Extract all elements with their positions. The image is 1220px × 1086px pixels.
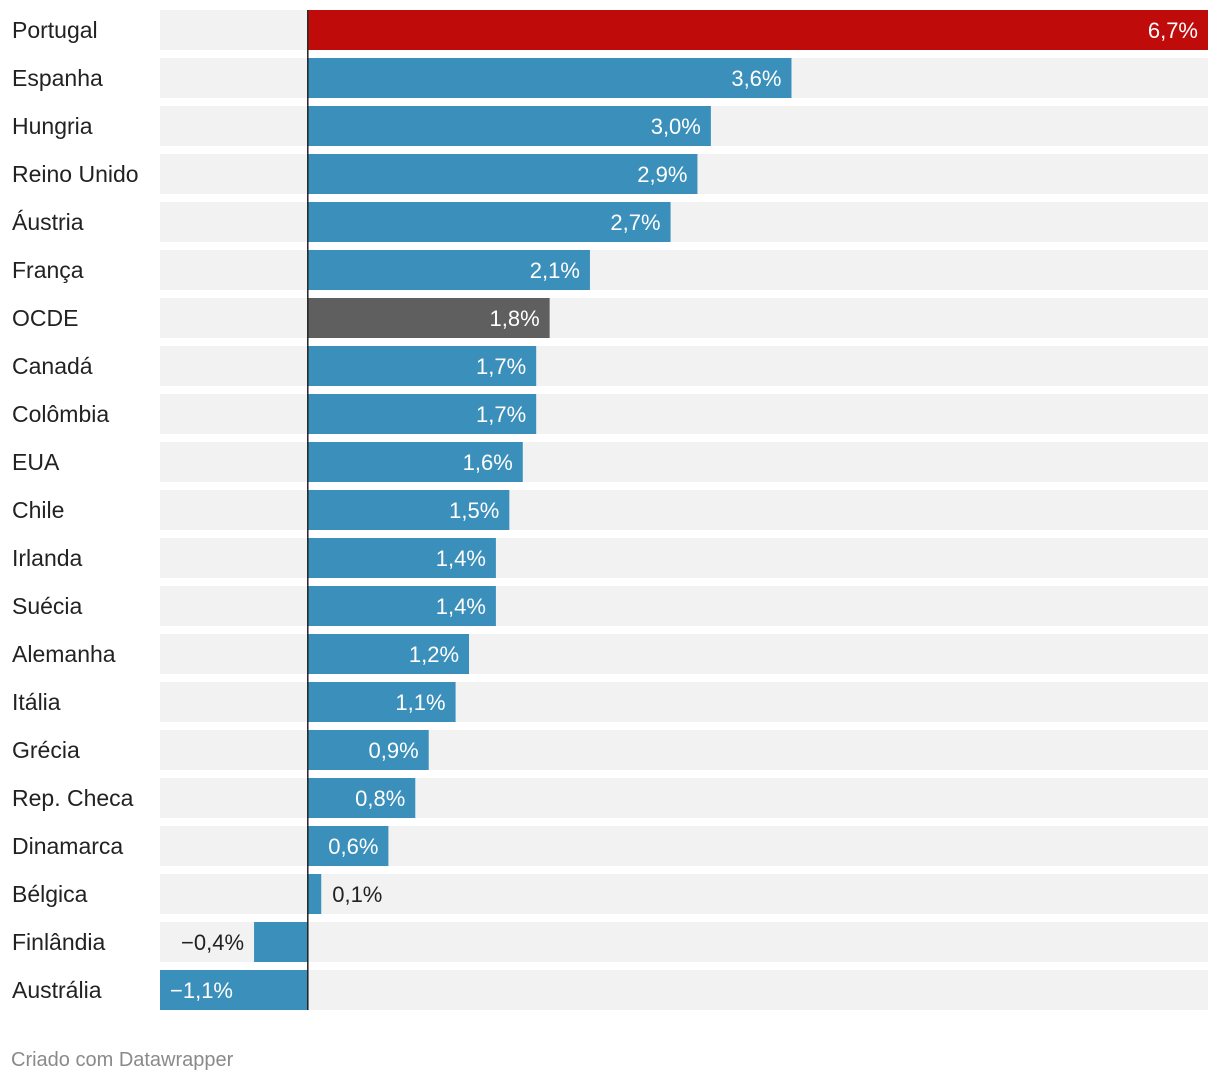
value-label-colombia: 1,7%	[476, 402, 526, 427]
value-label-grecia: 0,9%	[369, 738, 419, 763]
bar-chart: Portugal 6,7% Espanha 3,6% Hungria 3,0% Reino …	[12, 10, 1208, 1010]
bar-belgica	[307, 874, 322, 914]
bar-reino-unido	[307, 154, 698, 194]
bar-rep-checa	[307, 778, 416, 818]
category-label-alemanha: Alemanha	[12, 641, 116, 667]
bar-background-belgica	[160, 874, 1208, 914]
category-label-irlanda: Irlanda	[12, 545, 83, 571]
category-label-rep-checa: Rep. Checa	[12, 785, 134, 811]
bar-finlandia	[254, 922, 308, 962]
category-label-canada: Canadá	[12, 353, 93, 379]
value-label-chile: 1,5%	[449, 498, 499, 523]
category-label-grecia: Grécia	[12, 737, 80, 763]
category-label-eua: EUA	[12, 449, 60, 475]
value-label-hungria: 3,0%	[651, 114, 701, 139]
bar-background-finlandia	[160, 922, 1208, 962]
category-label-chile: Chile	[12, 497, 64, 523]
category-label-colombia: Colômbia	[12, 401, 109, 427]
category-label-austria: Áustria	[12, 209, 84, 235]
bar-espanha	[307, 58, 792, 98]
category-label-dinamarca: Dinamarca	[12, 833, 123, 859]
value-label-reino-unido: 2,9%	[637, 162, 687, 187]
category-label-portugal: Portugal	[12, 17, 98, 43]
bar-portugal	[307, 10, 1208, 50]
value-label-irlanda: 1,4%	[436, 546, 486, 571]
bar-austria	[307, 202, 671, 242]
category-label-finlandia: Finlândia	[12, 929, 106, 955]
category-label-australia: Austrália	[12, 977, 102, 1003]
category-label-italia: Itália	[12, 689, 61, 715]
category-label-suecia: Suécia	[12, 593, 83, 619]
bar-irlanda	[307, 538, 496, 578]
bar-italia	[307, 682, 456, 722]
bar-australia	[160, 970, 308, 1010]
value-label-canada: 1,7%	[476, 354, 526, 379]
bar-alemanha	[307, 634, 470, 674]
category-label-franca: França	[12, 257, 84, 283]
bar-chile	[307, 490, 510, 530]
bar-suecia	[307, 586, 496, 626]
value-label-belgica: 0,1%	[332, 882, 382, 907]
value-label-suecia: 1,4%	[436, 594, 486, 619]
bar-eua	[307, 442, 523, 482]
value-label-finlandia: −0,4%	[181, 930, 244, 955]
bar-colombia	[307, 394, 537, 434]
category-label-espanha: Espanha	[12, 65, 103, 91]
value-label-ocde: 1,8%	[489, 306, 539, 331]
value-label-italia: 1,1%	[395, 690, 445, 715]
value-label-rep-checa: 0,8%	[355, 786, 405, 811]
value-label-dinamarca: 0,6%	[328, 834, 378, 859]
category-label-hungria: Hungria	[12, 113, 93, 139]
bar-dinamarca	[307, 826, 389, 866]
bar-canada	[307, 346, 537, 386]
bar-background-australia	[160, 970, 1208, 1010]
category-label-ocde: OCDE	[12, 305, 78, 331]
value-label-espanha: 3,6%	[731, 66, 781, 91]
bar-hungria	[307, 106, 711, 146]
value-label-franca: 2,1%	[530, 258, 580, 283]
datawrapper-credit: Criado com Datawrapper	[11, 1049, 234, 1071]
category-label-belgica: Bélgica	[12, 881, 88, 907]
value-label-austria: 2,7%	[610, 210, 660, 235]
bar-franca	[307, 250, 590, 290]
value-label-alemanha: 1,2%	[409, 642, 459, 667]
category-label-reino-unido: Reino Unido	[12, 161, 139, 187]
bar-grecia	[307, 730, 429, 770]
value-label-eua: 1,6%	[463, 450, 513, 475]
value-label-australia: −1,1%	[170, 978, 233, 1003]
value-label-portugal: 6,7%	[1148, 18, 1198, 43]
bar-ocde	[307, 298, 550, 338]
